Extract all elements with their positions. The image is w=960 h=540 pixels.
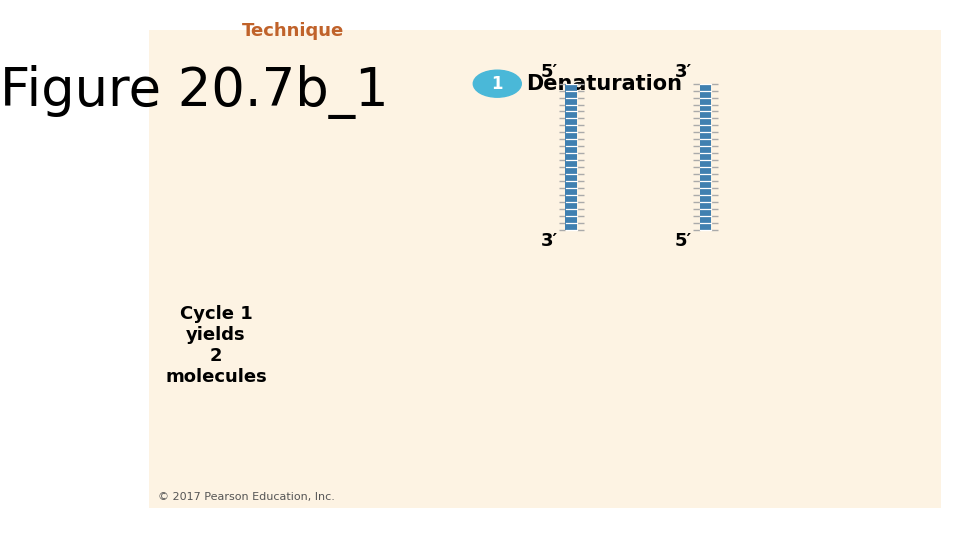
FancyBboxPatch shape xyxy=(149,30,941,508)
Text: 3′: 3′ xyxy=(540,232,558,250)
Text: 1: 1 xyxy=(492,75,503,93)
Text: Denaturation: Denaturation xyxy=(526,73,682,94)
Text: 5′: 5′ xyxy=(540,63,558,81)
FancyBboxPatch shape xyxy=(700,84,711,230)
FancyBboxPatch shape xyxy=(565,84,577,230)
Text: Technique: Technique xyxy=(242,22,344,39)
Text: 5′: 5′ xyxy=(675,232,692,250)
Circle shape xyxy=(473,70,521,97)
Text: 3′: 3′ xyxy=(675,63,692,81)
Text: © 2017 Pearson Education, Inc.: © 2017 Pearson Education, Inc. xyxy=(158,492,335,502)
Text: Figure 20.7b_1: Figure 20.7b_1 xyxy=(0,65,389,119)
Text: Cycle 1
yields
2
molecules: Cycle 1 yields 2 molecules xyxy=(165,306,267,386)
